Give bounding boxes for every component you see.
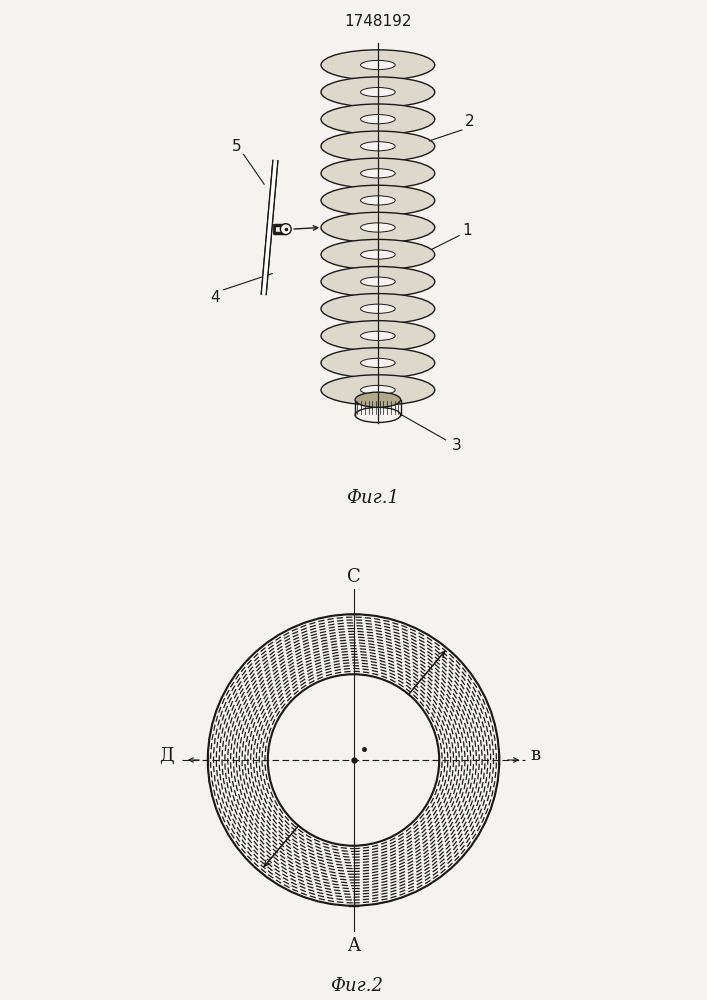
Text: C: C	[346, 568, 361, 586]
Ellipse shape	[321, 239, 435, 270]
Ellipse shape	[355, 407, 401, 423]
Ellipse shape	[361, 304, 395, 313]
Text: 2: 2	[465, 114, 475, 129]
Text: 5: 5	[232, 139, 242, 154]
Text: 1: 1	[462, 223, 472, 238]
Ellipse shape	[361, 223, 395, 232]
Ellipse shape	[361, 385, 395, 395]
Ellipse shape	[361, 60, 395, 70]
Ellipse shape	[361, 277, 395, 286]
Circle shape	[281, 224, 291, 235]
Ellipse shape	[361, 87, 395, 97]
Text: в: в	[531, 746, 541, 764]
Ellipse shape	[361, 331, 395, 340]
Text: 3: 3	[452, 438, 461, 453]
Text: O': O'	[370, 735, 386, 749]
Ellipse shape	[355, 392, 401, 407]
Ellipse shape	[321, 294, 435, 324]
Circle shape	[269, 675, 438, 845]
Circle shape	[208, 614, 499, 906]
Ellipse shape	[321, 185, 435, 216]
Text: 1748192: 1748192	[344, 14, 411, 29]
Text: Фиг.1: Фиг.1	[346, 489, 399, 507]
Ellipse shape	[321, 266, 435, 297]
Ellipse shape	[361, 169, 395, 178]
Ellipse shape	[321, 212, 435, 243]
Ellipse shape	[321, 158, 435, 188]
Ellipse shape	[321, 348, 435, 378]
Text: Фиг.2: Фиг.2	[330, 977, 383, 995]
Ellipse shape	[361, 115, 395, 124]
Ellipse shape	[321, 77, 435, 107]
Ellipse shape	[321, 50, 435, 80]
Text: A: A	[347, 937, 360, 955]
Text: Д: Д	[159, 746, 173, 764]
Ellipse shape	[321, 375, 435, 405]
Ellipse shape	[361, 142, 395, 151]
Ellipse shape	[321, 321, 435, 351]
Ellipse shape	[361, 358, 395, 368]
Ellipse shape	[361, 196, 395, 205]
Ellipse shape	[321, 131, 435, 161]
Ellipse shape	[361, 250, 395, 259]
Text: 4: 4	[211, 290, 220, 305]
Text: O: O	[345, 762, 356, 776]
Ellipse shape	[321, 104, 435, 134]
